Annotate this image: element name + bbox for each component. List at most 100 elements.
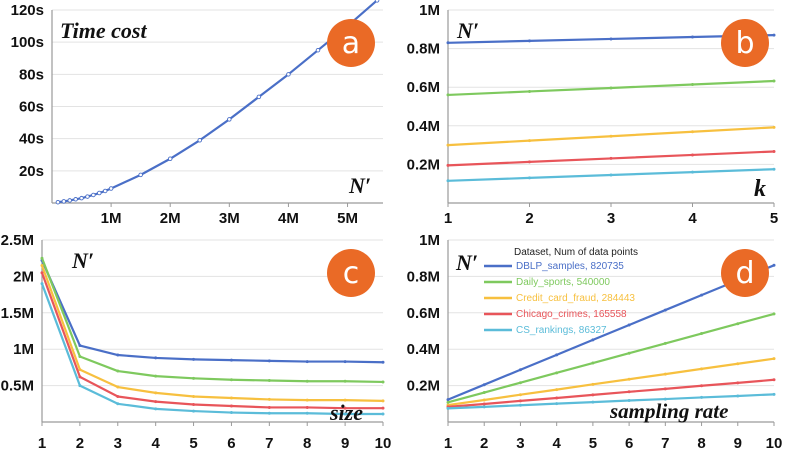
data-point (482, 391, 486, 395)
data-point (40, 271, 44, 275)
legend-entry-label: CS_rankings, 86327 (516, 325, 607, 336)
data-point (736, 322, 740, 326)
legend-title: Dataset, Num of data points (514, 247, 638, 258)
data-point (315, 47, 321, 53)
data-point (343, 406, 347, 410)
data-point (229, 411, 233, 415)
data-point (591, 361, 595, 365)
data-point (78, 344, 82, 348)
data-point (555, 353, 559, 357)
data-point (527, 160, 531, 164)
data-point (61, 199, 67, 204)
series-line-dblp-samples (447, 264, 775, 401)
data-point (446, 398, 450, 402)
panel-badge (327, 249, 375, 297)
data-point (305, 398, 309, 402)
x-tick-label: 8 (697, 435, 705, 452)
panel-badge (721, 19, 769, 67)
y-tick-label: 100s (11, 34, 44, 51)
data-point (85, 194, 90, 199)
data-point (305, 411, 309, 415)
data-point (229, 396, 233, 400)
data-point (267, 405, 271, 409)
y-tick-label: 2.5M (1, 232, 34, 249)
y-tick-label: 0.6M (407, 79, 440, 96)
data-point (482, 383, 486, 387)
data-point (78, 354, 82, 358)
data-point (381, 412, 385, 416)
panel-d: 0.2M 0.4M 0.6M 0.8M 1M 1 2 3 4 5 6 7 8 9 10 N′ sampling … (407, 232, 783, 452)
data-point (73, 197, 78, 202)
x-tick-label: 2 (76, 435, 84, 452)
data-point (267, 397, 271, 401)
x-tick-label: 3M (219, 210, 240, 227)
data-point (527, 139, 531, 143)
data-point (79, 195, 84, 201)
data-point (700, 367, 704, 371)
data-point (91, 192, 96, 198)
data-point (116, 369, 120, 373)
panel-title: N′ (71, 248, 94, 273)
data-point (700, 395, 704, 399)
data-point (267, 411, 271, 415)
x-tick-label: 7 (265, 435, 273, 452)
data-point (663, 372, 667, 376)
data-point (690, 35, 694, 39)
x-tick-label: 2M (160, 210, 181, 227)
data-point (446, 41, 450, 45)
data-point (700, 384, 704, 388)
x-tick-label: 10 (375, 435, 392, 452)
data-point (67, 198, 72, 203)
data-point (609, 37, 613, 41)
data-point (78, 375, 82, 379)
data-point (40, 256, 44, 260)
data-point (700, 293, 704, 297)
series-line-cs-rankings (40, 283, 383, 416)
x-tick-label: 3 (607, 210, 615, 227)
data-point (663, 387, 667, 391)
x-axis-label: size (329, 400, 363, 425)
series-line-chicago-crimes (447, 378, 775, 408)
data-point (192, 409, 196, 413)
data-point (381, 406, 385, 410)
data-point (167, 156, 173, 162)
data-point (154, 400, 158, 404)
y-tick-label: 0.2M (407, 378, 440, 395)
x-tick-label: 1 (38, 435, 46, 452)
x-tick-label: 5M (337, 210, 358, 227)
data-point (446, 406, 450, 410)
data-point (108, 186, 114, 191)
data-point (116, 402, 120, 406)
x-tick-label: 10 (766, 435, 783, 452)
data-point (527, 89, 531, 93)
data-point (374, 0, 380, 3)
data-point (381, 399, 385, 403)
y-tick-label: 60s (19, 99, 44, 116)
x-tick-label: 1 (444, 210, 452, 227)
data-point (116, 353, 120, 357)
x-tick-label: 4 (552, 435, 561, 452)
data-point (627, 399, 631, 403)
data-point (78, 368, 82, 372)
data-point (690, 130, 694, 134)
data-point (154, 391, 158, 395)
data-point (116, 395, 120, 399)
data-point (482, 398, 486, 402)
data-point (527, 176, 531, 180)
data-point (772, 312, 776, 316)
data-point (446, 179, 450, 183)
legend: Dataset, Num of data points DBLP_samples,… (484, 247, 638, 336)
data-point (229, 404, 233, 408)
x-tick-label: 4M (278, 210, 299, 227)
data-point (518, 399, 522, 403)
legend-entry-label: Chicago_crimes, 165558 (516, 309, 627, 320)
x-tick-label: 2 (480, 435, 488, 452)
data-point (446, 93, 450, 97)
data-point (97, 190, 102, 196)
data-point (591, 338, 595, 342)
y-tick-label: 20s (19, 163, 44, 180)
data-point (772, 149, 776, 153)
data-point (772, 125, 776, 129)
data-point (627, 351, 631, 355)
x-tick-label: 3 (516, 435, 524, 452)
